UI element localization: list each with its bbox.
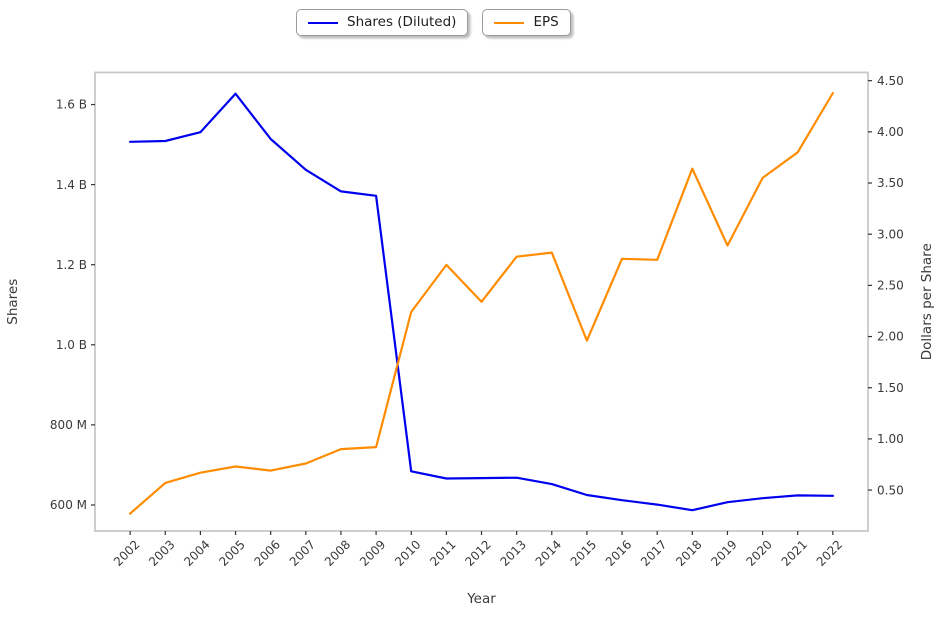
x-tick-label: 2018 [673,537,704,568]
y-right-tick-label: 3.00 [877,227,904,241]
y-right-tick-label: 2.50 [877,279,904,293]
legend-shares-label: Shares (Diluted) [347,14,457,30]
y-right-tick-label: 0.50 [877,483,904,497]
legend-shares[interactable]: Shares (Diluted) [296,9,469,36]
x-tick-label: 2021 [779,537,810,568]
x-tick-label: 2014 [533,537,564,568]
x-tick-label: 2003 [146,537,177,568]
y-right-axis-title: Dollars per Share [919,243,935,360]
y-right-tick-label: 1.00 [877,432,904,446]
y-left-tick-label: 1.6 B [56,98,87,112]
x-tick-label: 2020 [743,537,774,568]
y-right-tick-label: 4.50 [877,74,904,88]
x-tick-label: 2008 [322,537,353,568]
x-tick-label: 2015 [568,537,599,568]
eps-line-sample-icon [494,21,525,24]
legend-eps[interactable]: EPS [482,9,571,36]
x-tick-label: 2017 [638,537,669,568]
x-axis-title: Year [466,591,496,607]
shares-line-sample-icon [308,21,338,24]
x-tick-label: 2006 [252,537,283,568]
y-right-tick-label: 1.50 [877,381,904,395]
y-left-tick-label: 1.4 B [56,178,87,192]
y-left-tick-label: 1.2 B [56,258,87,272]
x-tick-label: 2010 [392,537,423,568]
y-right-tick-label: 4.00 [877,125,904,139]
legend-eps-label: EPS [533,14,559,30]
x-tick-label: 2004 [181,537,212,568]
x-tick-label: 2005 [216,537,247,568]
x-tick-label: 2002 [111,537,142,568]
y-right-tick-label: 3.50 [877,176,904,190]
y-left-axis-title: Shares [5,279,21,325]
x-tick-label: 2013 [497,537,528,568]
y-left-tick-label: 1.0 B [56,338,87,352]
y-left-tick-label: 600 M [50,498,87,512]
x-tick-label: 2009 [357,537,388,568]
x-tick-label: 2022 [814,537,845,568]
x-tick-label: 2019 [708,537,739,568]
x-tick-label: 2011 [427,537,458,568]
x-tick-label: 2007 [287,537,318,568]
x-tick-label: 2016 [603,537,634,568]
shares-diluted-line [129,92,835,512]
eps-line [129,91,835,515]
y-right-tick-label: 2.00 [877,330,904,344]
y-left-tick-label: 800 M [50,418,87,432]
legend: Shares (Diluted) EPS [296,9,571,36]
x-tick-label: 2012 [462,537,493,568]
